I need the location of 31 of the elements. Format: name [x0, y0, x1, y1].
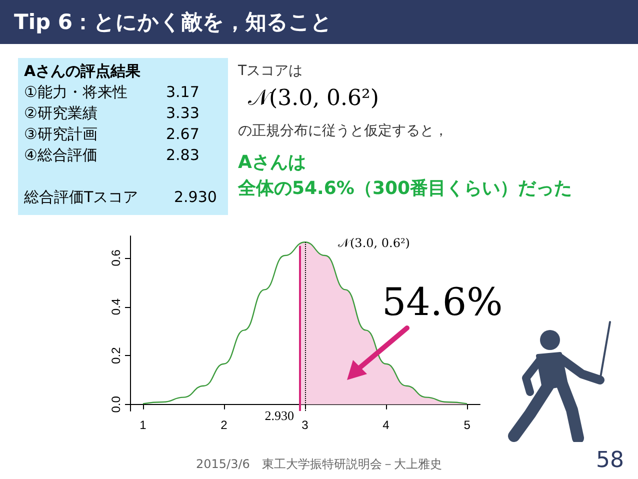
text: Aさんは [238, 151, 306, 174]
text: ②研究業績 [24, 104, 98, 123]
text: 58 [596, 448, 624, 473]
text: Tスコアは [238, 62, 303, 80]
y-tick-label: 0.0 [109, 396, 123, 413]
text: 𝒩(3.0, 0.6²) [248, 86, 379, 111]
text: 3.33 [166, 104, 200, 122]
text: ①能力・将来性 [24, 83, 128, 102]
y-tick-label: 0.2 [109, 346, 123, 364]
text: の正規分布に従うと仮定すると， [238, 122, 448, 140]
text: 総合評価Tスコア [24, 188, 138, 207]
text: Aさんの評点結果 [24, 62, 141, 81]
x-tick-label: 5 [464, 418, 471, 432]
text: ④総合評価 [24, 146, 98, 165]
text: 2.83 [166, 146, 200, 164]
y-tick-label: 0.4 [109, 298, 123, 316]
annotation: 𝒩(3.0, 0.6²) [338, 236, 410, 250]
text: 2.930 [174, 188, 217, 206]
text: 3.17 [166, 83, 200, 101]
x-tick-label: 4 [382, 418, 390, 432]
text: 2015/3/6 東工大学振特研説明会－大上雅史 [196, 456, 442, 473]
x-tick-label: 3 [302, 418, 309, 432]
text: 2.67 [166, 125, 200, 143]
annotation: 54.6% [382, 280, 503, 324]
chart-title: Tip 6：とにかく敵を，知ること [0, 0, 638, 44]
text: 全体の54.6%（300番目くらい）だった [238, 177, 572, 200]
ref-line-label: 2.930 [264, 408, 294, 423]
y-tick-label: 0.6 [109, 249, 123, 266]
x-tick-label: 1 [140, 418, 147, 432]
x-tick-label: 2 [220, 418, 228, 432]
text: ③研究計画 [24, 125, 98, 144]
